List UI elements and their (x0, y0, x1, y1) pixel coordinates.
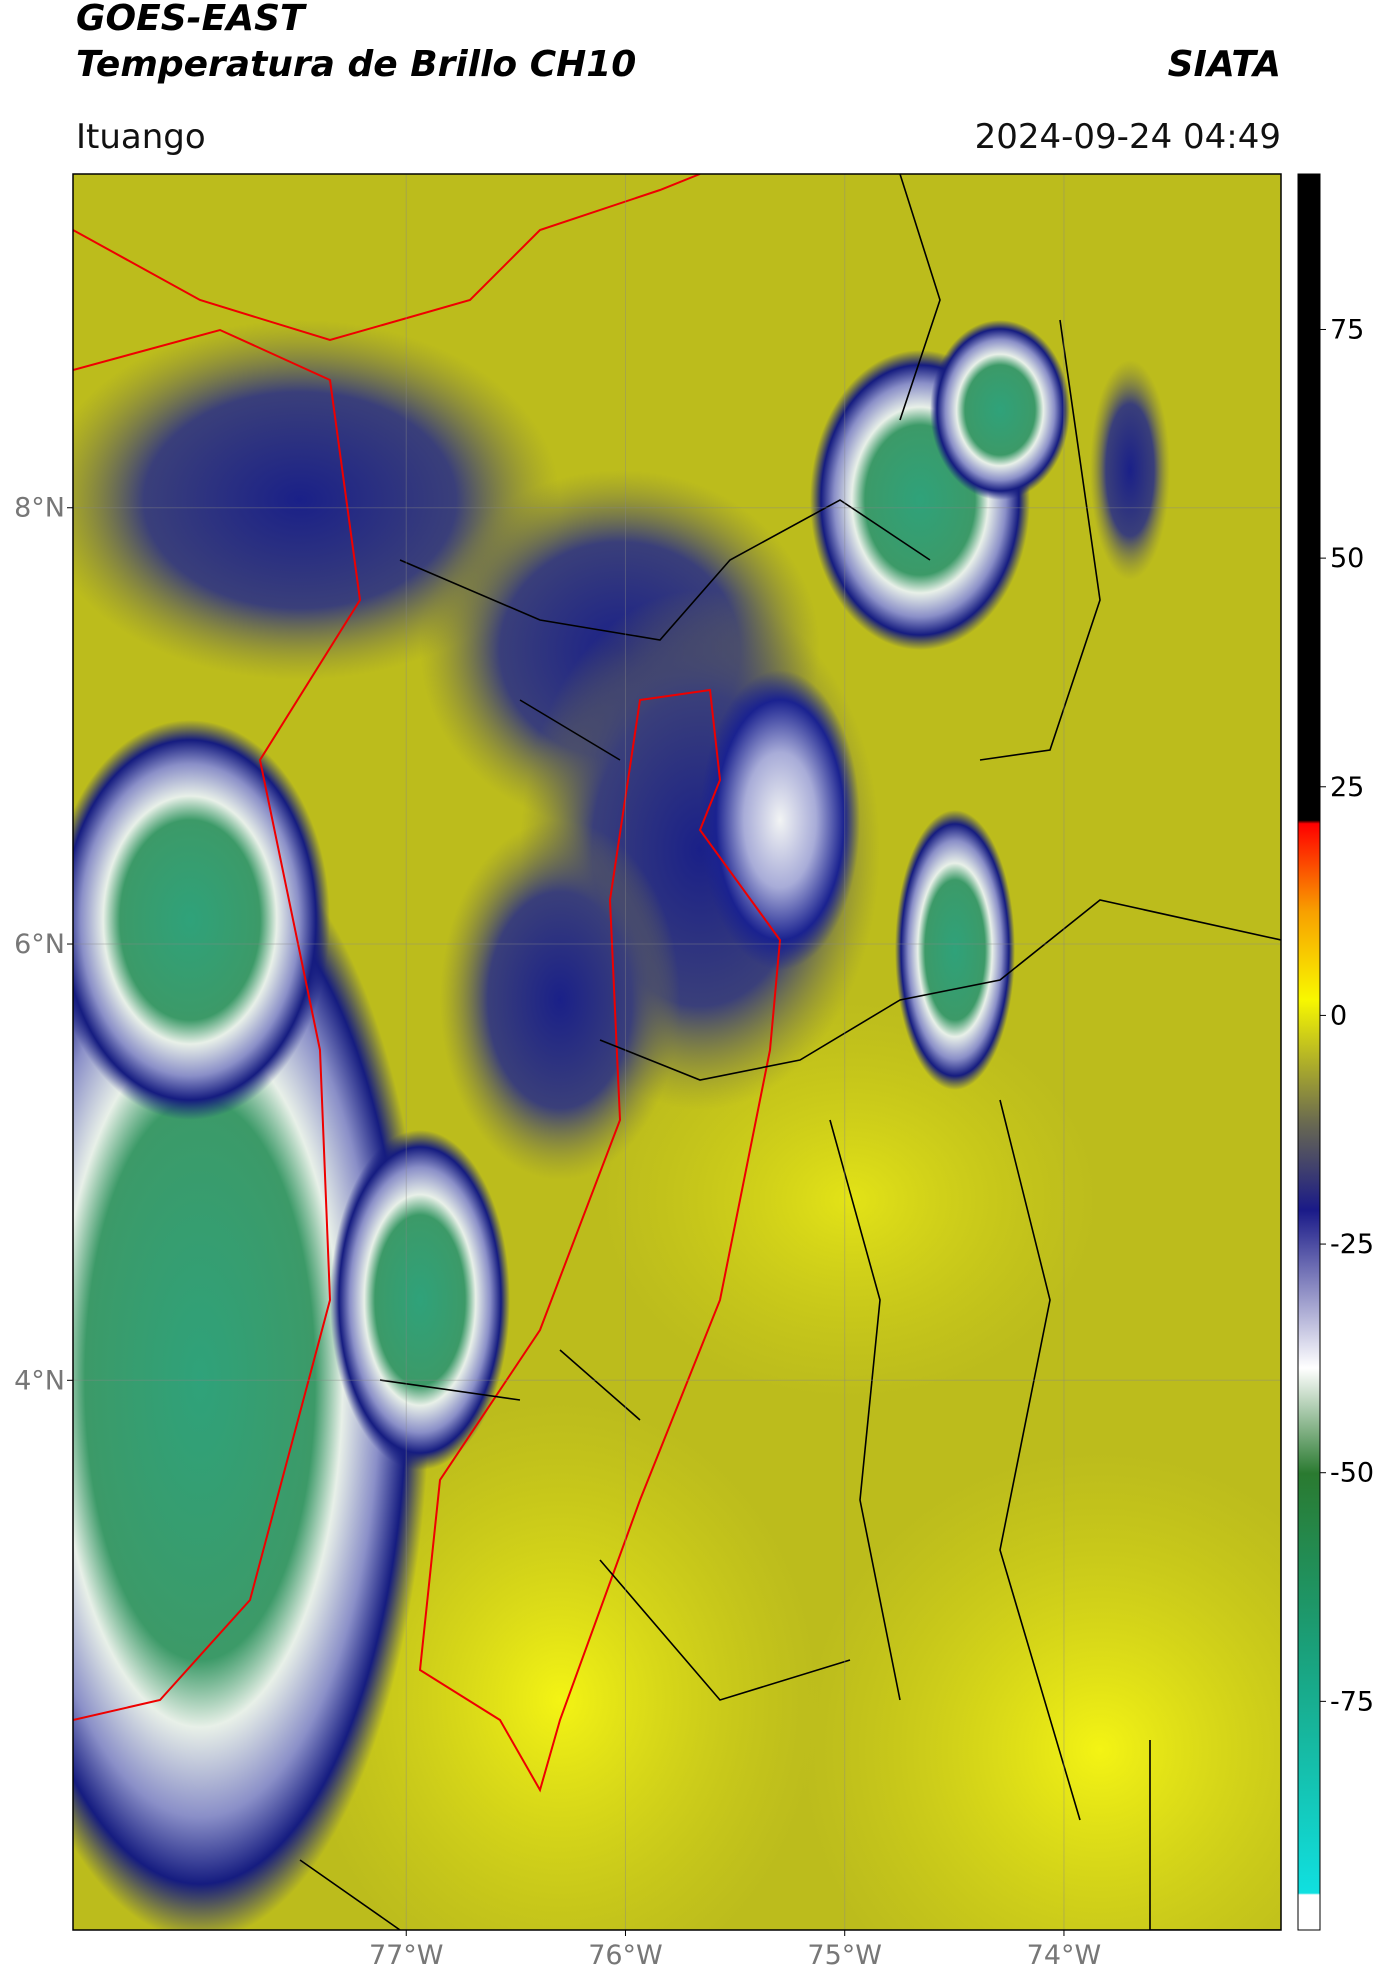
map-frame (72, 173, 1282, 1931)
colorbar-tick-label: 25 (1330, 772, 1364, 803)
lat-tick-label: 4°N (14, 1365, 65, 1396)
datetime: 2024-09-24 04:49 (975, 117, 1281, 157)
colorbar-tick-label: 75 (1330, 314, 1364, 345)
lon-tick-label: 74°W (1027, 1940, 1102, 1971)
lon-tick-label: 77°W (369, 1940, 444, 1971)
colorbar-tick-label: -25 (1330, 1229, 1374, 1260)
colorbar-tick-label: -50 (1330, 1458, 1374, 1489)
satellite-image (73, 174, 1281, 1930)
colorbar-tick-label: -75 (1330, 1686, 1374, 1717)
lon-tick-label: 76°W (588, 1940, 663, 1971)
graticule (67, 174, 1281, 1936)
lat-tick-label: 8°N (14, 493, 65, 524)
lat-tick-label: 6°N (14, 929, 65, 960)
colorbar-tick-label: 0 (1330, 1000, 1347, 1031)
lon-tick-label: 75°W (807, 1940, 882, 1971)
org: SIATA (1168, 44, 1281, 85)
title-line1: GOES-EAST (76, 0, 307, 39)
colorbar (1297, 173, 1321, 1931)
title-line2: Temperatura de Brillo CH10 (76, 44, 636, 85)
location: Ituango (76, 117, 206, 157)
colorbar-tick-label: 50 (1330, 543, 1364, 574)
